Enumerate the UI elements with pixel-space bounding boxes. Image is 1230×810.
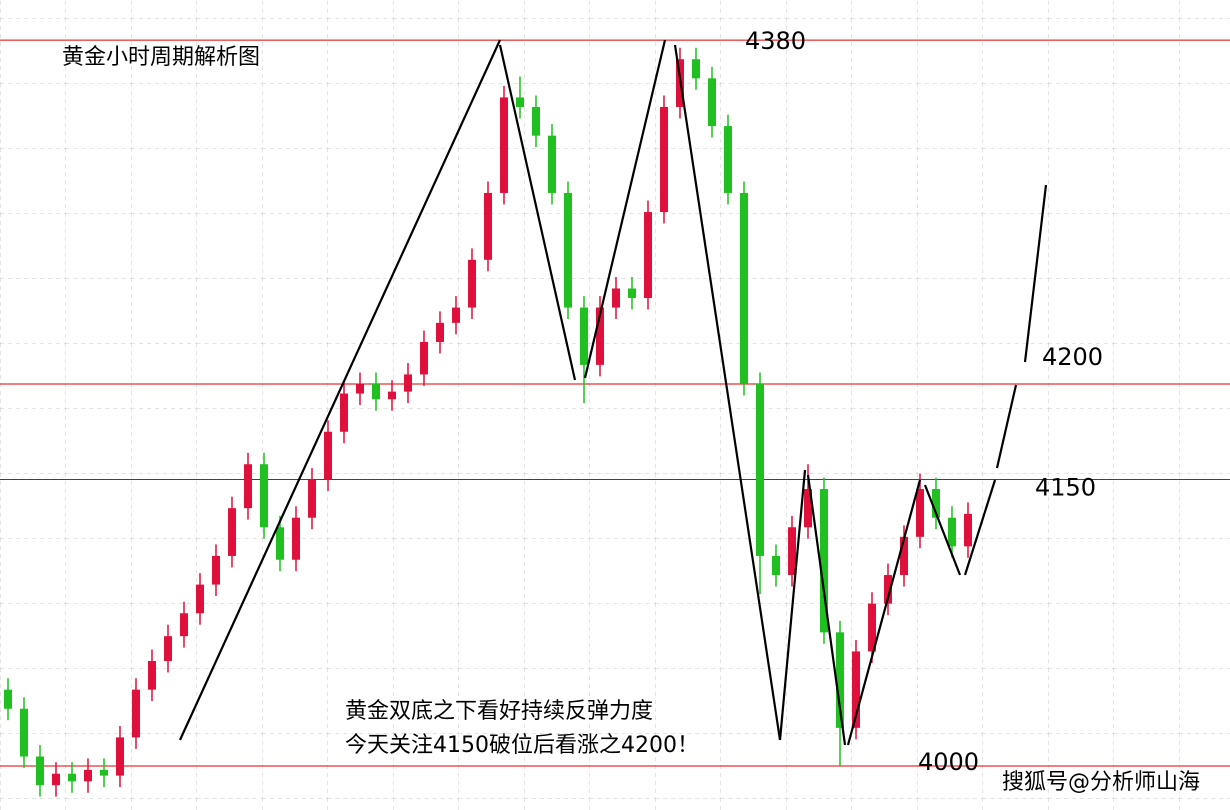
annotation: 黄金双底之下看好持续反弹力度 — [345, 699, 653, 724]
candle-body — [516, 97, 524, 107]
level-label: 4380 — [745, 27, 806, 55]
candle-body — [692, 59, 700, 79]
candle-body — [532, 106, 540, 136]
trend-line — [178, 39, 502, 741]
candle-body — [916, 489, 924, 537]
candle-body — [196, 584, 204, 614]
trend-line — [846, 479, 922, 746]
candle-body — [548, 135, 556, 193]
trend-line — [963, 479, 997, 576]
candle-body — [100, 769, 108, 776]
candle-body — [948, 517, 956, 547]
candle-body — [372, 383, 380, 400]
candle-body — [180, 613, 188, 637]
candle-body — [340, 393, 348, 432]
candle-body — [884, 575, 892, 604]
candle-body — [484, 192, 492, 260]
watermark-halo: 搜狐号@分析师山海 — [1002, 770, 1200, 795]
candle-body — [804, 489, 812, 528]
candle-body — [612, 288, 620, 308]
candle-body — [868, 603, 876, 652]
candle-body — [756, 383, 764, 556]
candle-body — [324, 431, 332, 480]
candle-body — [564, 192, 572, 308]
candle-body — [420, 341, 428, 375]
trend-line — [673, 44, 782, 741]
trend-line — [923, 484, 962, 576]
candle-body — [788, 527, 796, 576]
candle-body — [244, 464, 252, 509]
candle-body — [580, 307, 588, 365]
candle-body — [308, 479, 316, 518]
candle-body — [500, 97, 508, 193]
watermark: 搜狐号@分析师山海 — [1002, 770, 1200, 795]
candle-body — [772, 555, 780, 576]
chart-title: 黄金小时周期解析图 — [62, 45, 260, 70]
trend-line — [583, 39, 667, 379]
trend-line — [995, 384, 1018, 469]
candle-body — [436, 322, 444, 342]
candle-body — [388, 391, 396, 400]
candle-body — [740, 192, 748, 384]
level-label: 4150 — [1035, 474, 1096, 502]
candle-body — [452, 307, 460, 323]
candle-body — [724, 126, 732, 193]
level-label: 4000 — [918, 748, 979, 776]
levels: 4380 4200 4150 4000 — [0, 27, 1230, 776]
candle-body — [468, 259, 476, 308]
candle-body — [132, 689, 140, 738]
candle-body — [20, 708, 28, 757]
candle-body — [148, 660, 156, 690]
candle-body — [932, 489, 940, 518]
candle-body — [164, 636, 172, 661]
candle-body — [212, 555, 220, 585]
trend-line — [806, 474, 847, 746]
annotation: 今天关注4150破位后看涨之4200！ — [345, 733, 699, 758]
candle-body — [4, 689, 12, 709]
candle-body — [228, 508, 236, 556]
level-label: 4200 — [1042, 343, 1103, 371]
candle-body — [36, 756, 44, 786]
trend-line — [498, 44, 577, 381]
candle-body — [660, 106, 668, 213]
candles — [4, 47, 972, 797]
candle-body — [276, 527, 284, 560]
candle-body — [836, 632, 844, 728]
candle-body — [900, 536, 908, 576]
candle-body — [644, 212, 652, 299]
candle-body — [52, 773, 60, 786]
candle-body — [116, 737, 124, 776]
trend-line — [778, 469, 807, 741]
candle-body — [708, 78, 716, 127]
candle-body — [852, 651, 860, 728]
candle-body — [820, 489, 828, 633]
candle-body — [68, 773, 76, 782]
trend-line — [1023, 184, 1048, 363]
candle-body — [84, 769, 92, 782]
trend-lines — [178, 39, 1048, 746]
candle-body — [356, 383, 364, 394]
candle-body — [596, 307, 604, 365]
candle-body — [292, 517, 300, 560]
candle-body — [628, 288, 636, 299]
candle-body — [260, 464, 268, 528]
candle-body — [964, 513, 972, 547]
candle-body — [404, 374, 412, 392]
